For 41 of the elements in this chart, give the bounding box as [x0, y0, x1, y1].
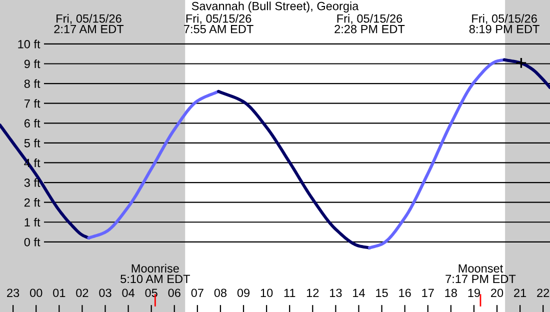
y-tick-label: 2 ft — [24, 198, 40, 207]
x-tick-label: 16 — [399, 288, 411, 298]
x-tick-label: 18 — [445, 288, 457, 298]
x-tick-label: 22 — [537, 288, 550, 297]
x-tick-label: 19 — [468, 288, 480, 298]
x-tick-label: 15 — [376, 288, 388, 298]
x-tick-label: 00 — [30, 288, 42, 298]
x-tick-label: 13 — [330, 288, 342, 298]
x-tick-label: 23 — [7, 288, 20, 298]
x-tick-label: 11 — [284, 288, 296, 297]
y-tick-label: 1 ft — [24, 218, 40, 226]
x-tick-label: 07 — [191, 288, 204, 298]
x-tick-label: 03 — [99, 288, 112, 298]
x-tick-label: 06 — [168, 288, 180, 298]
x-tick-label: 10 — [260, 288, 273, 298]
x-tick-label: 21 — [514, 288, 526, 297]
x-tick-label: 02 — [76, 288, 88, 298]
y-tick-label: 7 ft — [24, 99, 40, 108]
y-tick-label: 6 ft — [24, 118, 40, 128]
annotation: Fri, 05/15/26 2:28 PM EDT — [334, 14, 405, 34]
x-tick-label: 17 — [422, 288, 434, 297]
ref-line-label: Moonset 7:17 PM EDT — [446, 264, 516, 284]
x-tick-label: 08 — [214, 288, 227, 298]
x-tick-label: 04 — [122, 288, 135, 298]
x-tick-label: 05 — [145, 288, 158, 298]
y-tick-label: 9 ft — [24, 59, 40, 68]
annotation: Fri, 05/15/26 8:19 PM EDT — [469, 14, 540, 34]
annotation: Fri, 05/15/26 2:17 AM EDT — [54, 14, 124, 34]
y-tick-label: 3 ft — [24, 178, 40, 187]
x-tick-label: 14 — [353, 288, 365, 297]
y-tick-label: 8 ft — [24, 79, 40, 88]
chart-title: Savannah (Bull Street), Georgia — [192, 2, 359, 13]
y-tick-label: 10 ft — [18, 40, 40, 48]
x-tick-label: 12 — [306, 288, 319, 297]
annotation: Fri, 05/15/26 7:55 AM EDT — [184, 14, 254, 34]
y-tick-label: 0 ft — [24, 238, 40, 246]
y-tick-label: 5 ft — [24, 138, 40, 148]
ref-line-label: Moonrise 5:10 AM EDT — [120, 264, 190, 284]
x-tick-label: 20 — [491, 288, 504, 298]
x-tick-label: 01 — [53, 288, 66, 298]
x-tick-label: 09 — [237, 288, 250, 298]
